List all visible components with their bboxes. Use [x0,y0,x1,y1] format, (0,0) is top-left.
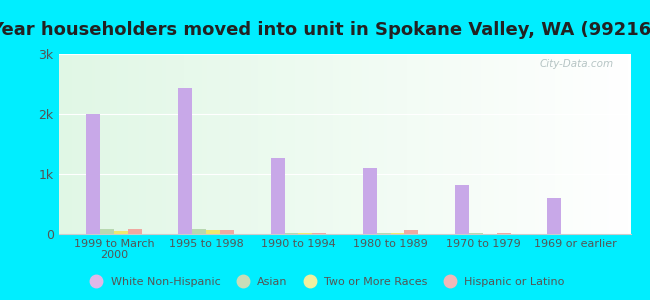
Bar [100,229,114,234]
Bar [285,233,298,234]
Bar [270,158,285,234]
Bar [127,229,142,234]
Bar [363,168,377,234]
Bar [220,230,234,234]
Text: Year householders moved into unit in Spokane Valley, WA (99216): Year householders moved into unit in Spo… [0,21,650,39]
Bar [391,233,404,234]
Bar [377,233,391,234]
Bar [114,231,127,234]
Bar [179,88,192,234]
Bar [206,230,220,234]
Bar [497,233,510,234]
Legend: White Non-Hispanic, Asian, Two or More Races, Hispanic or Latino: White Non-Hispanic, Asian, Two or More R… [81,273,569,291]
Bar [469,233,483,234]
Bar [404,230,419,234]
Bar [455,185,469,234]
Bar [312,233,326,234]
Bar [298,233,312,234]
Bar [192,229,206,234]
Bar [547,198,562,234]
Text: City-Data.com: City-Data.com [540,59,614,69]
Bar [86,114,100,234]
